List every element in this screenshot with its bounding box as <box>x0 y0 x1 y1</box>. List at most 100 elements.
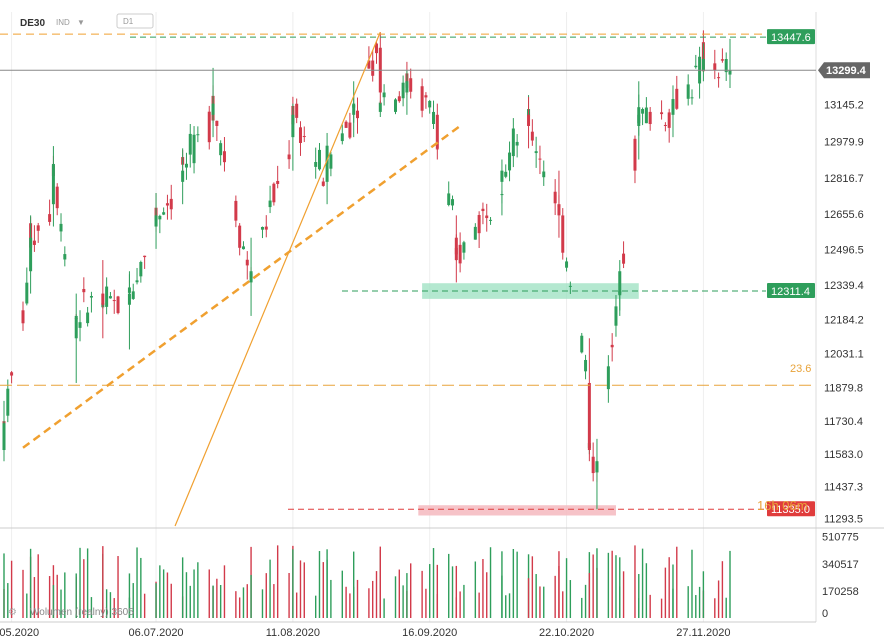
candle-body <box>86 312 90 324</box>
candle-body <box>184 163 188 168</box>
candle-body <box>371 60 375 76</box>
candle-body <box>105 286 109 307</box>
candle-body <box>401 82 405 99</box>
candle-body <box>606 366 610 390</box>
candle-body <box>432 111 436 124</box>
volume-label: Wolumen (realny) 3605 <box>30 607 134 618</box>
volume-tick-label: 510775 <box>822 532 859 544</box>
candle-body <box>686 84 690 99</box>
candle-body <box>420 86 424 111</box>
price-tick-label: 12184.2 <box>824 314 864 326</box>
price-tick-label: 12496.5 <box>824 245 864 257</box>
candle-body <box>222 151 226 163</box>
volume-axis: 510775 340517 170258 0 <box>822 532 859 620</box>
candle-body <box>101 293 105 305</box>
support-zone <box>422 283 639 299</box>
price-tick-label: 11583.0 <box>824 449 863 461</box>
candle-body <box>667 112 671 128</box>
candle-body <box>660 112 664 115</box>
candle-body <box>591 456 595 474</box>
candle-body <box>249 271 253 283</box>
price-tick-label: 11730.4 <box>824 416 863 428</box>
candle-body <box>181 170 185 182</box>
candle-body <box>409 78 413 92</box>
candle-body <box>500 170 504 182</box>
level-tags: 13447.6 12311.4 11335.0 13299.4 <box>767 29 870 517</box>
candle-body <box>302 136 306 138</box>
candle-body <box>74 315 78 339</box>
interval-label: D1 <box>123 17 134 26</box>
candle-body <box>291 114 295 138</box>
candle-body <box>317 149 321 170</box>
candle-body <box>260 226 264 230</box>
volume-series <box>3 545 731 618</box>
chevron-down-icon[interactable]: ▼ <box>77 18 85 27</box>
candle-body <box>127 293 131 305</box>
mid-level-tag-text: 12311.4 <box>771 286 810 298</box>
candle-body <box>378 102 382 112</box>
candle-body <box>428 100 432 108</box>
candle-body <box>48 214 52 222</box>
volume-tick-label: 340517 <box>822 559 859 571</box>
candle-body <box>527 114 531 126</box>
candle-body <box>143 255 147 258</box>
candle-body <box>538 158 542 160</box>
date-tick-label: 06.07.2020 <box>129 627 184 639</box>
candle-body <box>295 103 299 118</box>
top-level-tag-text: 13447.6 <box>771 32 811 44</box>
candle-body <box>51 163 55 205</box>
candle-body <box>481 208 485 212</box>
candle-body <box>287 154 291 160</box>
candle-body <box>325 159 329 182</box>
settings-icon[interactable]: ⚙ <box>8 607 17 618</box>
fib-level-label: 23.6 <box>790 363 811 375</box>
candle-body <box>542 171 546 178</box>
volume-tick-label: 0 <box>822 608 828 620</box>
price-tick-label: 12979.9 <box>824 137 864 149</box>
candle-body <box>219 143 223 156</box>
candlestick-series <box>2 30 732 510</box>
price-axis[interactable]: 13145.2 12979.9 12816.7 12655.6 12496.5 12339… <box>824 100 864 526</box>
date-axis[interactable]: 29.05.2020 06.07.2020 11.08.2020 16.09.2020… <box>0 627 731 639</box>
candle-body <box>112 300 116 302</box>
low-level-tag-text: 11335.0 <box>771 504 810 516</box>
candle-body <box>447 193 451 205</box>
current-price-tag <box>818 62 870 79</box>
candle-body <box>135 280 139 283</box>
candle-body <box>504 171 508 177</box>
instrument-type-label: IND <box>56 18 70 27</box>
candle-body <box>21 310 25 324</box>
price-tick-label: 12031.1 <box>824 349 864 361</box>
candle-body <box>394 99 398 112</box>
candle-body <box>348 122 352 138</box>
symbol-label[interactable]: DE30 <box>20 18 45 29</box>
candle-body <box>622 253 626 264</box>
candle-body <box>477 215 481 234</box>
candle-body <box>321 181 325 186</box>
candle-body <box>580 335 584 353</box>
date-tick-label: 16.09.2020 <box>402 627 457 639</box>
candle-body <box>29 237 33 272</box>
candle-body <box>675 88 679 109</box>
candle-body <box>276 180 280 184</box>
drawing-objects[interactable] <box>0 31 816 527</box>
candle-body <box>530 131 534 141</box>
candle-body <box>158 215 162 220</box>
candle-body <box>614 306 618 326</box>
dashed-trendline <box>22 124 461 449</box>
price-tick-label: 13145.2 <box>824 100 864 112</box>
candle-body <box>188 133 192 155</box>
candle-body <box>169 198 173 210</box>
candle-body <box>720 59 724 61</box>
candle-body <box>435 114 439 149</box>
candle-body <box>584 359 588 372</box>
candle-body <box>424 95 428 98</box>
candle-body <box>534 151 538 154</box>
candle-body <box>701 58 705 71</box>
candle-body <box>355 110 359 119</box>
steep-trendline <box>174 31 381 527</box>
candle-body <box>234 200 238 221</box>
candle-body <box>162 212 166 215</box>
interval-box[interactable] <box>116 13 154 29</box>
